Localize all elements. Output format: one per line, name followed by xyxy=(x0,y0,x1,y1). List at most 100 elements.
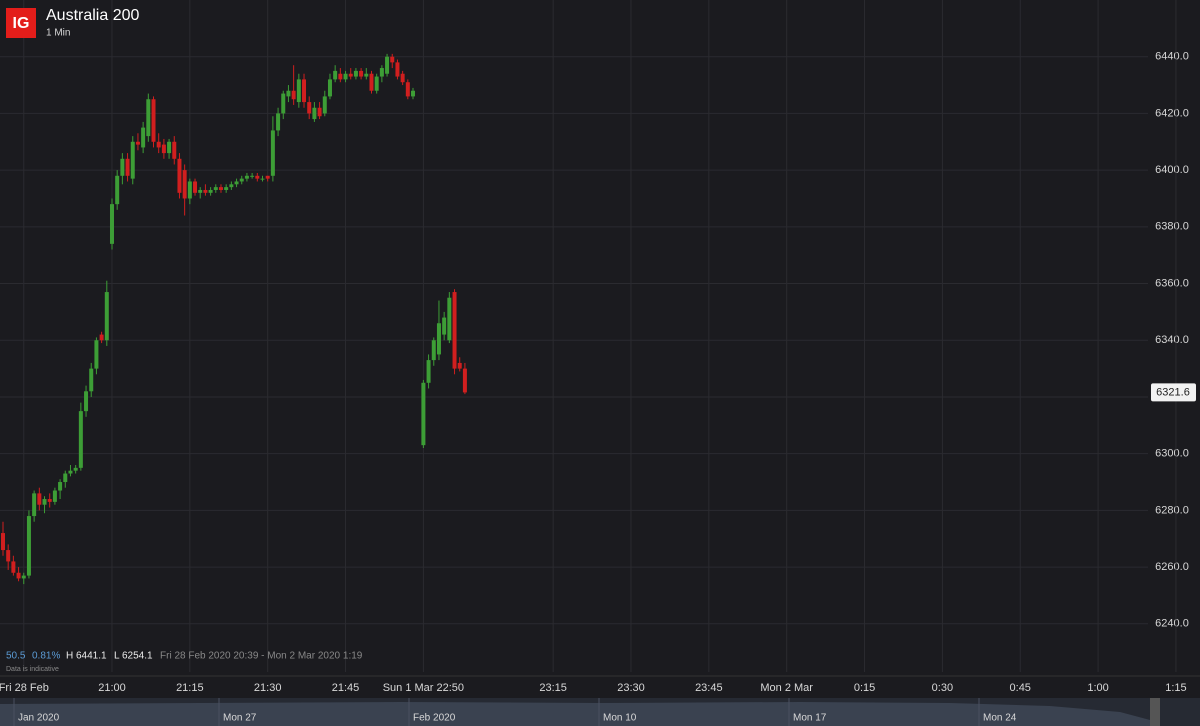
candle-body xyxy=(447,297,452,341)
candle-body xyxy=(37,493,42,505)
candle-body xyxy=(317,107,322,117)
y-tick-label: 6240.0 xyxy=(1155,618,1189,630)
candle-body xyxy=(177,158,182,193)
candle-body xyxy=(130,141,135,179)
candle-body xyxy=(276,113,281,131)
candle-body xyxy=(270,130,275,176)
candle-body xyxy=(307,102,312,114)
x-tick-label: 0:45 xyxy=(1010,682,1031,694)
candle-body xyxy=(6,550,11,562)
candle-body xyxy=(291,90,296,100)
candle-body xyxy=(193,181,198,193)
x-tick-label: 0:30 xyxy=(932,682,953,694)
candle-body xyxy=(172,141,177,159)
high: H 6441.1 xyxy=(66,651,107,662)
candle-body xyxy=(182,170,187,199)
candle-body xyxy=(167,141,172,154)
candle-body xyxy=(125,158,130,176)
candle-body xyxy=(187,181,192,199)
candle-body xyxy=(369,73,374,91)
y-tick-label: 6340.0 xyxy=(1155,334,1189,346)
candle-body xyxy=(141,127,146,148)
candle-body xyxy=(250,175,255,177)
candle-body xyxy=(312,107,317,120)
candle-body xyxy=(47,499,52,502)
candle-body xyxy=(405,82,410,97)
candle-body xyxy=(338,73,343,80)
candle-body xyxy=(213,187,218,190)
candle-body xyxy=(411,90,416,97)
y-tick-label: 6260.0 xyxy=(1155,561,1189,573)
candle-body xyxy=(115,175,120,205)
candle-body xyxy=(11,561,16,573)
candle-body xyxy=(120,158,125,176)
candle-body xyxy=(421,382,426,446)
logo: IG xyxy=(13,15,30,32)
change-pct: 0.81% xyxy=(32,651,60,662)
x-tick-label: Mon 2 Mar xyxy=(760,682,813,694)
candle-body xyxy=(452,292,457,369)
candle-body xyxy=(255,175,260,179)
candle-body xyxy=(343,73,348,80)
x-tick-label: 1:00 xyxy=(1087,682,1108,694)
candle-body xyxy=(32,493,37,517)
candle-body xyxy=(390,56,395,63)
candle-body xyxy=(16,572,21,579)
navigator-label: Mon 24 xyxy=(983,713,1017,724)
candle-body xyxy=(229,184,234,188)
candle-body xyxy=(21,575,26,579)
y-tick-label: 6280.0 xyxy=(1155,504,1189,516)
candle-body xyxy=(379,68,384,77)
x-tick-label: 21:45 xyxy=(332,682,360,694)
last-price-label: 6321.6 xyxy=(1156,386,1190,398)
navigator-label: Mon 10 xyxy=(603,713,637,724)
candle-body xyxy=(89,368,94,392)
candle-body xyxy=(333,70,338,80)
candle-body xyxy=(26,516,31,576)
candle-body xyxy=(348,73,353,77)
candle-body xyxy=(109,204,114,244)
candle-body xyxy=(364,73,369,77)
candle-body xyxy=(462,368,467,393)
candle-body xyxy=(359,70,364,77)
candle-body xyxy=(84,391,89,412)
candle-body xyxy=(442,317,447,335)
navigator-labels: Jan 2020 Mon 27 Feb 2020 Mon 10 Mon 17 Mon 24 xyxy=(13,698,1017,726)
candle-body xyxy=(234,181,239,185)
candle-body xyxy=(426,360,431,383)
x-tick-label: 23:15 xyxy=(539,682,567,694)
x-tick-label: 23:30 xyxy=(617,682,645,694)
candle-body xyxy=(385,56,390,74)
candle-body xyxy=(395,62,400,77)
low: L 6254.1 xyxy=(114,651,153,662)
candle-body xyxy=(52,490,57,502)
candle-body xyxy=(73,467,78,471)
range: Fri 28 Feb 2020 20:39 - Mon 2 Mar 2020 1… xyxy=(160,651,363,662)
candle-body xyxy=(286,90,291,97)
candle-body xyxy=(203,189,208,193)
y-tick-label: 6300.0 xyxy=(1155,448,1189,460)
candle-body xyxy=(260,178,265,180)
x-tick-label: 21:30 xyxy=(254,682,282,694)
candle-body xyxy=(265,175,270,179)
candle-body xyxy=(281,93,286,114)
navigator-label: Mon 27 xyxy=(223,713,257,724)
candle-body xyxy=(104,292,109,341)
candle-body xyxy=(302,79,307,103)
x-tick-label: 21:15 xyxy=(176,682,204,694)
navigator-handle[interactable] xyxy=(1150,698,1160,726)
candle-body xyxy=(431,340,436,361)
candle-body xyxy=(135,141,140,145)
candle-body xyxy=(94,340,99,369)
change: 50.5 xyxy=(6,651,26,662)
navigator-label: Jan 2020 xyxy=(18,713,60,724)
navigator-label: Mon 17 xyxy=(793,713,827,724)
candle-body xyxy=(156,141,161,148)
y-tick-label: 6380.0 xyxy=(1155,221,1189,233)
candle-body xyxy=(42,499,47,505)
candle-body xyxy=(353,70,358,77)
candle-body xyxy=(436,323,441,355)
